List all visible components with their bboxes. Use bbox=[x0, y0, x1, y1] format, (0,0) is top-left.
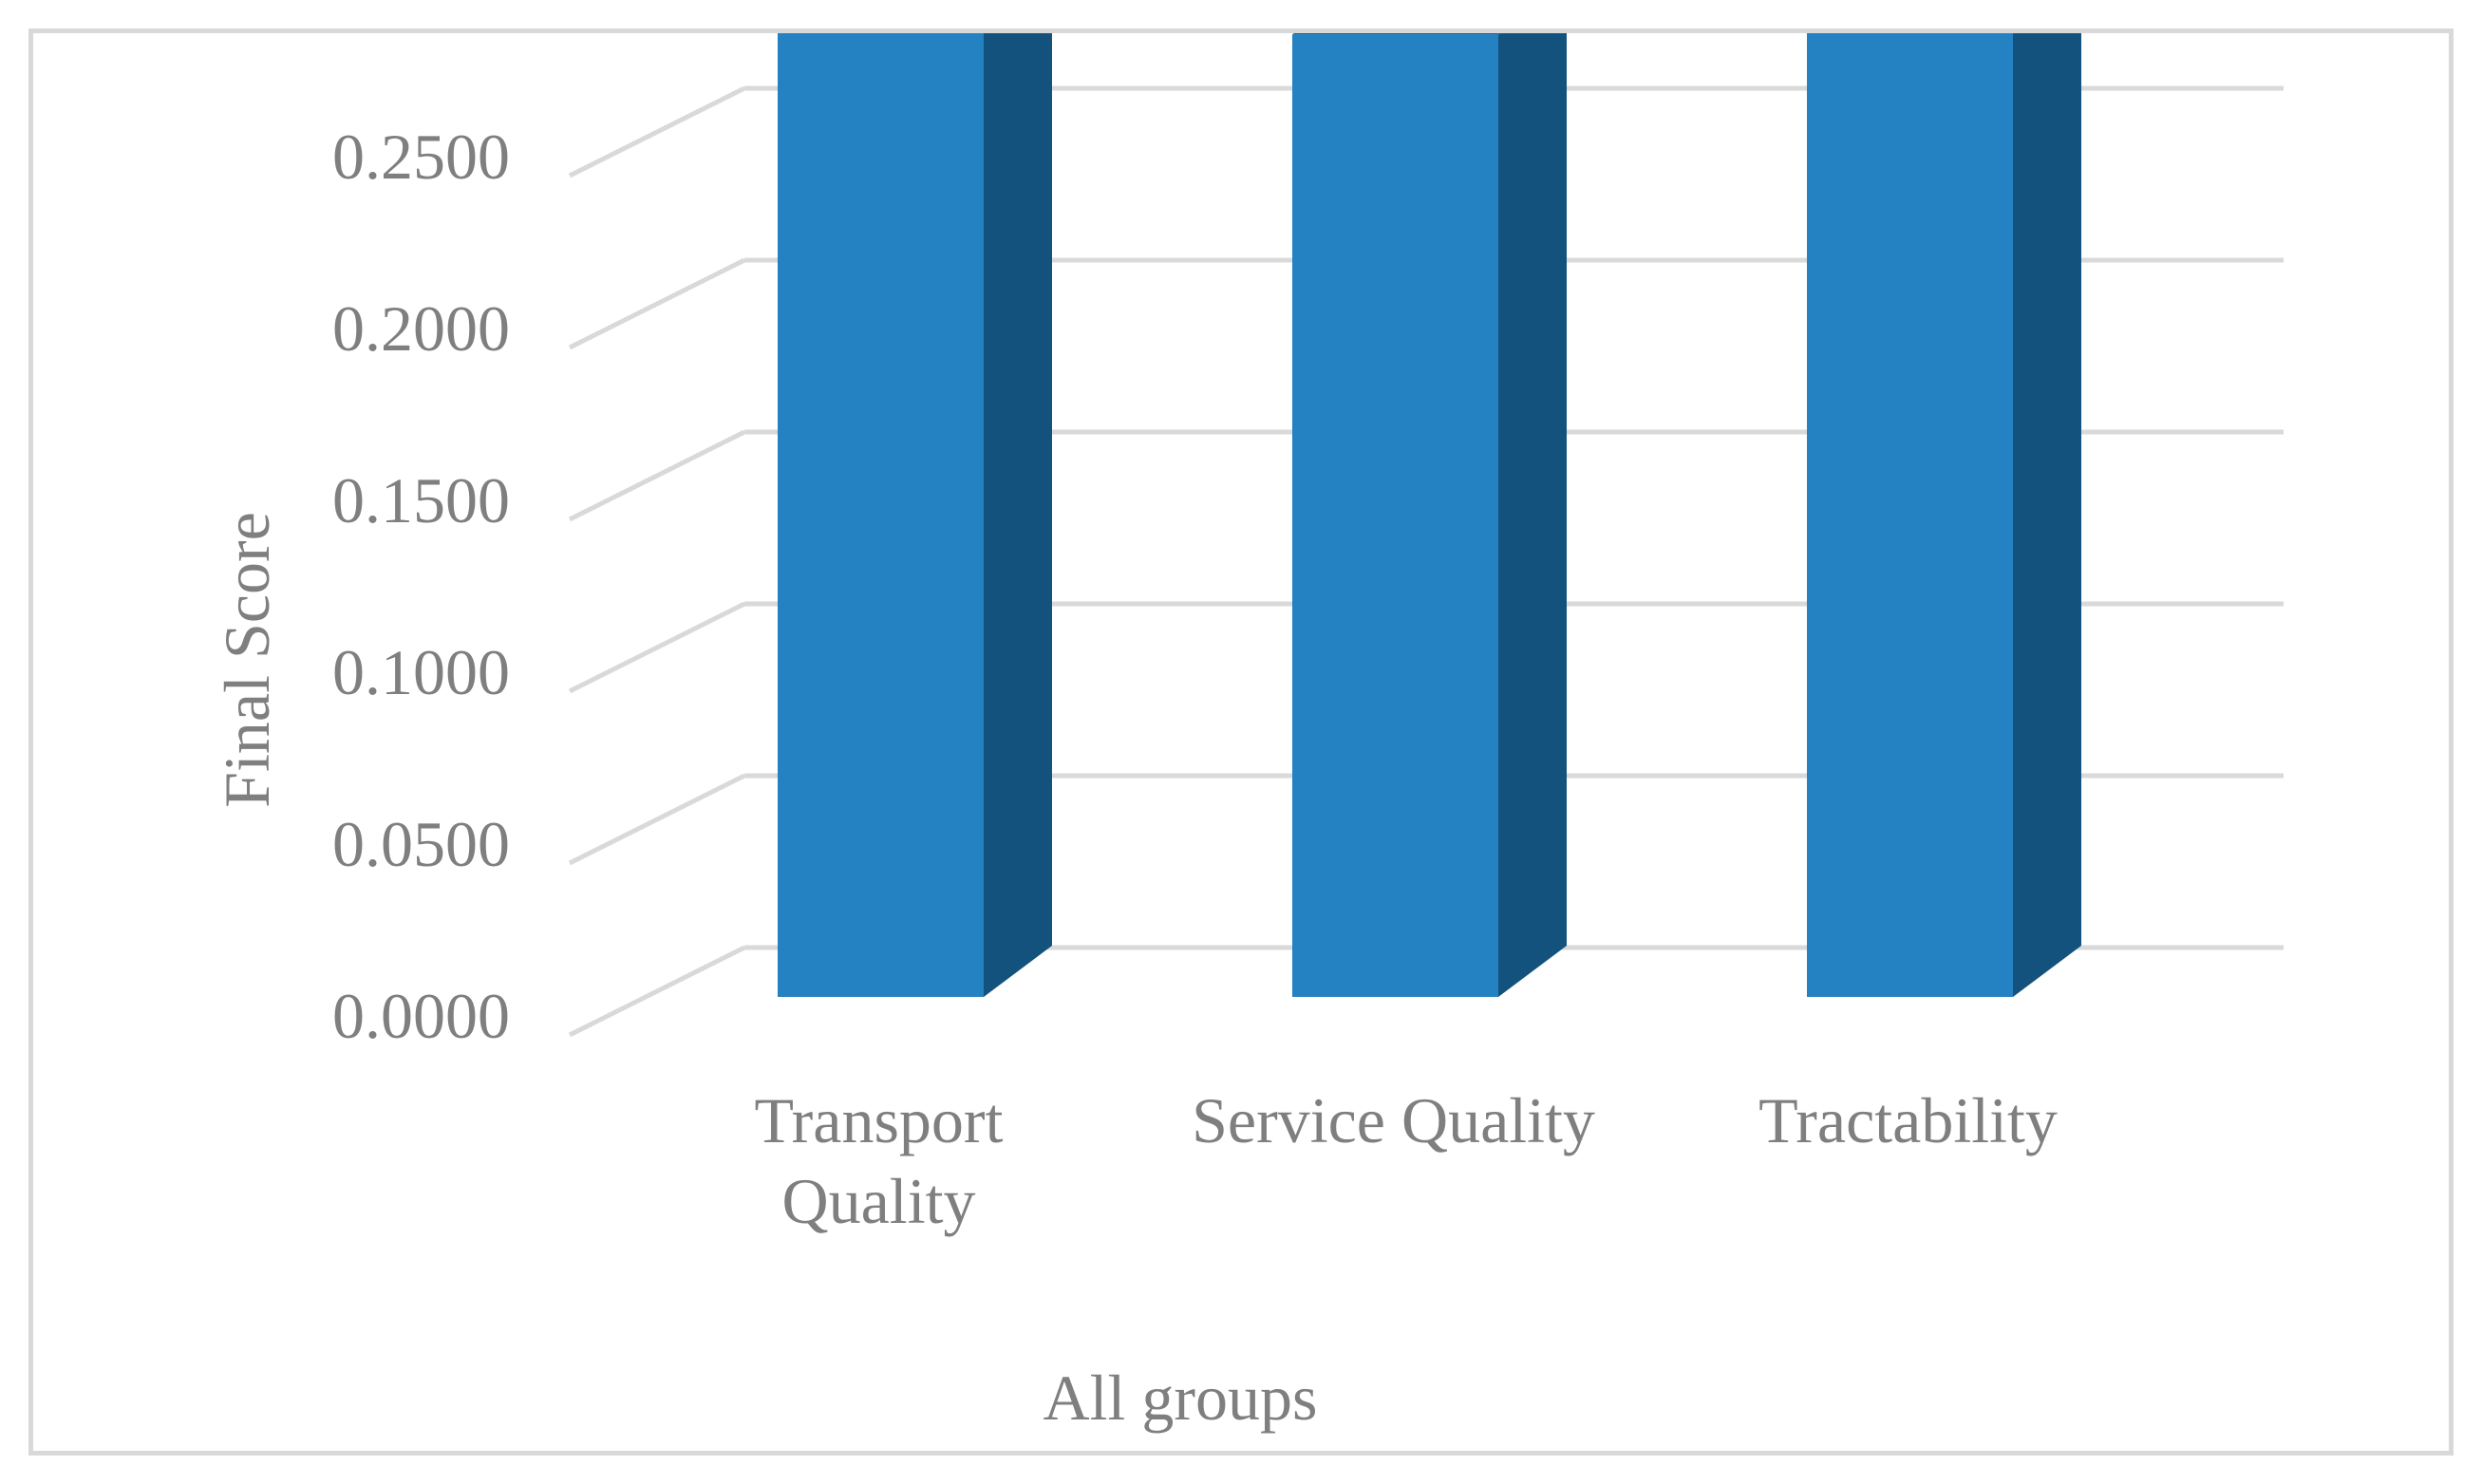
y-tick-label: 0.1000 bbox=[332, 636, 510, 708]
y-tick-label: 0.2000 bbox=[332, 292, 510, 365]
chart-plot: 0.00000.05000.10000.15000.20000.25000.30… bbox=[211, 33, 2284, 1434]
bar-top bbox=[1292, 33, 1500, 35]
gridline-diagonal bbox=[568, 773, 746, 866]
y-tick-label: 0.2500 bbox=[332, 121, 510, 193]
chart-frame: 0.00000.05000.10000.15000.20000.25000.30… bbox=[28, 28, 2454, 1456]
y-tick-label: 0.0000 bbox=[332, 980, 510, 1052]
y-axis-title: Final Score bbox=[211, 512, 283, 808]
bar-side bbox=[1498, 33, 1567, 997]
gridline-diagonal bbox=[568, 601, 746, 694]
y-tick-label: 0.0500 bbox=[332, 808, 510, 880]
bar-side bbox=[2013, 33, 2081, 997]
bar-side bbox=[984, 33, 1052, 997]
gridline-diagonal bbox=[568, 945, 746, 1038]
y-tick-label: 0.1500 bbox=[332, 464, 510, 536]
x-tick-label: Tractability bbox=[1758, 1084, 2058, 1156]
gridline-diagonal bbox=[568, 257, 746, 350]
gridline-diagonal bbox=[568, 85, 746, 178]
bar bbox=[1292, 34, 1498, 997]
x-axis-title: All groups bbox=[1044, 1362, 1318, 1434]
x-tick-label: Service Quality bbox=[1192, 1084, 1595, 1156]
x-tick-label: Transport Quality bbox=[755, 1084, 1004, 1237]
gridline-diagonal bbox=[568, 429, 746, 522]
bar bbox=[778, 33, 984, 998]
bar bbox=[1807, 33, 2013, 997]
